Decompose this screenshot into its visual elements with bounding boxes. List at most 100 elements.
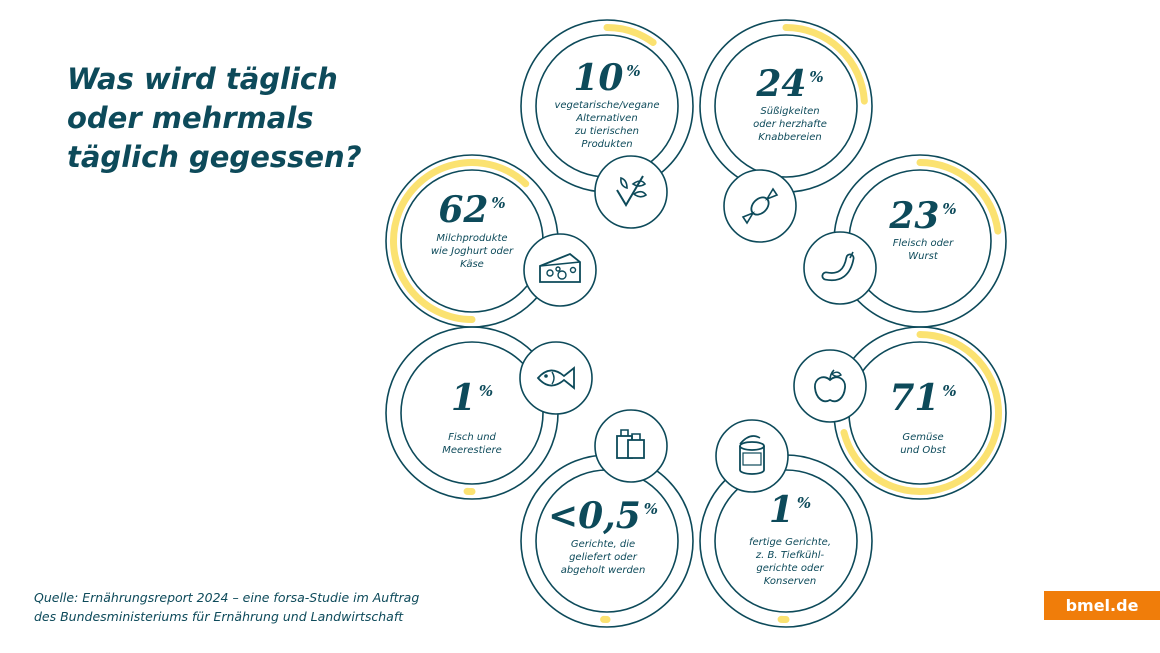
chart-item: 71 % Gemüse und Obst [793, 326, 1007, 500]
category-label-line: Gerichte, die [571, 539, 635, 550]
unit-label: % [942, 382, 956, 400]
unit-label: % [809, 68, 823, 86]
category-label-line: Fisch und [448, 432, 496, 443]
category-label-line: z. B. Tiefkühl- [755, 550, 825, 561]
category-label-line: Konserven [764, 576, 817, 587]
category-label-line: gerichte oder [756, 563, 824, 574]
inner-ring [400, 341, 544, 485]
icon-part [739, 446, 765, 475]
category-label: Süßigkeiten oder herzhafte Knabbereien [753, 106, 827, 143]
icon-part [814, 376, 846, 403]
category-label: Gerichte, die geliefert oder abgeholt werd… [561, 539, 646, 576]
icon-part [742, 452, 762, 466]
category-label-line: abgeholt werden [561, 565, 646, 576]
category-label: fertige Gerichte, z. B. Tiefkühl-gerichte… [749, 537, 831, 587]
icon-badge [723, 169, 797, 243]
sausage-icon [803, 231, 877, 305]
icon-part [631, 180, 647, 187]
icon-part [551, 371, 555, 385]
data-label: 23% [888, 195, 956, 237]
category-label-line: Meerestiere [442, 445, 502, 456]
category-label-line: Gemüse [902, 432, 943, 443]
progress-arc [603, 24, 657, 46]
icon-badge [793, 349, 867, 423]
progress-arc [782, 24, 868, 105]
category-label-line: Fleisch oder [893, 238, 954, 249]
candy-icon [723, 169, 797, 243]
inner-ring [714, 34, 858, 178]
page-title: Was wird täglich oder mehrmals täglich g… [67, 60, 367, 177]
title-line: Was wird täglich [67, 62, 338, 96]
progress-arc [840, 331, 1002, 495]
category-label-line: Knabbereien [758, 132, 821, 143]
category-label-line: oder herzhafte [753, 119, 827, 130]
title-line: oder mehrmals [67, 101, 314, 135]
can-icon [715, 419, 789, 493]
unit-label: % [942, 200, 956, 218]
title-line: täglich gegessen? [67, 140, 362, 174]
icon-part [823, 255, 853, 280]
icon-part [739, 435, 761, 445]
icon-badge [803, 231, 877, 305]
icon-part [830, 371, 842, 377]
icon-part [569, 266, 577, 274]
chart-item: 24 %Süßigkeiten oder herzhafte Knabbereien [699, 19, 873, 243]
unit-label: % [491, 194, 505, 212]
icon-part [620, 429, 629, 436]
icon-part [536, 366, 575, 390]
icon-part [829, 369, 835, 381]
icon-badge [594, 155, 668, 229]
icon-part [739, 441, 765, 451]
category-label-line: Alternativen [575, 113, 637, 124]
category-label-line: Käse [460, 259, 484, 270]
category-label-line: geliefert oder [569, 552, 638, 563]
chart-item: 62 %Milchprodukte wie Joghurt oder Käse [385, 154, 597, 328]
icon-part [620, 176, 628, 190]
icon-part [557, 270, 567, 280]
category-label-line: wie Joghurt oder [431, 246, 514, 257]
icon-badge [519, 341, 593, 415]
icon-part [546, 269, 554, 277]
unit-label: % [797, 494, 811, 512]
icon-part [539, 261, 581, 267]
icon-part [627, 439, 645, 459]
category-label-line: Wurst [908, 251, 939, 262]
category-label: Gemüse und Obst [900, 432, 947, 456]
chart-item: <0,5 % Gerichte, die geliefert oder abgeholt… [520, 409, 694, 628]
icon-part [741, 211, 755, 225]
icon-part [544, 374, 548, 378]
category-label: Milchprodukte wie Joghurt oder Käse [431, 233, 514, 270]
plant-check-icon [594, 155, 668, 229]
icon-part [765, 187, 779, 201]
icon-part [631, 433, 641, 440]
source-line: Quelle: Ernährungsreport 2024 – eine for… [34, 590, 420, 605]
category-label-line: fertige Gerichte, [749, 537, 831, 548]
category-label: vegetarische/vegane Alternativen zu tieris… [554, 100, 659, 150]
cheese-icon [523, 233, 597, 307]
chart-item: 10 %vegetarische/vegane Alternativen zu tie… [520, 19, 694, 229]
category-label-line: vegetarische/vegane [554, 100, 659, 111]
icon-part [539, 252, 581, 283]
icon-badge [715, 419, 789, 493]
unit-label: % [479, 382, 493, 400]
category-label-line: und Obst [900, 445, 947, 456]
source-line: des Bundesministeriums für Ernährung und… [34, 609, 404, 624]
icon-part [849, 251, 854, 259]
data-label: <0,5% [548, 495, 658, 537]
category-label-line: Produkten [581, 139, 632, 150]
unit-label: % [626, 62, 640, 80]
progress-arc [390, 159, 530, 323]
fish-icon [519, 341, 593, 415]
source-note: Quelle: Ernährungsreport 2024 – eine for… [34, 588, 419, 626]
brand-logo-link[interactable]: bmel.de [1044, 591, 1160, 620]
chart-item: 1 %fertige Gerichte, z. B. Tiefkühl-gerich… [699, 419, 873, 628]
category-label-line: Süßigkeiten [760, 106, 819, 117]
progress-arc [916, 159, 1002, 235]
takeaway-bag-icon [594, 409, 668, 483]
unit-label: % [644, 500, 658, 518]
icon-part [555, 266, 561, 272]
chart-item: 23 %Fleisch oder Wurst [803, 154, 1007, 328]
category-label: Fisch und Meerestiere [442, 432, 502, 456]
chart-item: 1 %Fisch und Meerestiere [385, 326, 593, 500]
